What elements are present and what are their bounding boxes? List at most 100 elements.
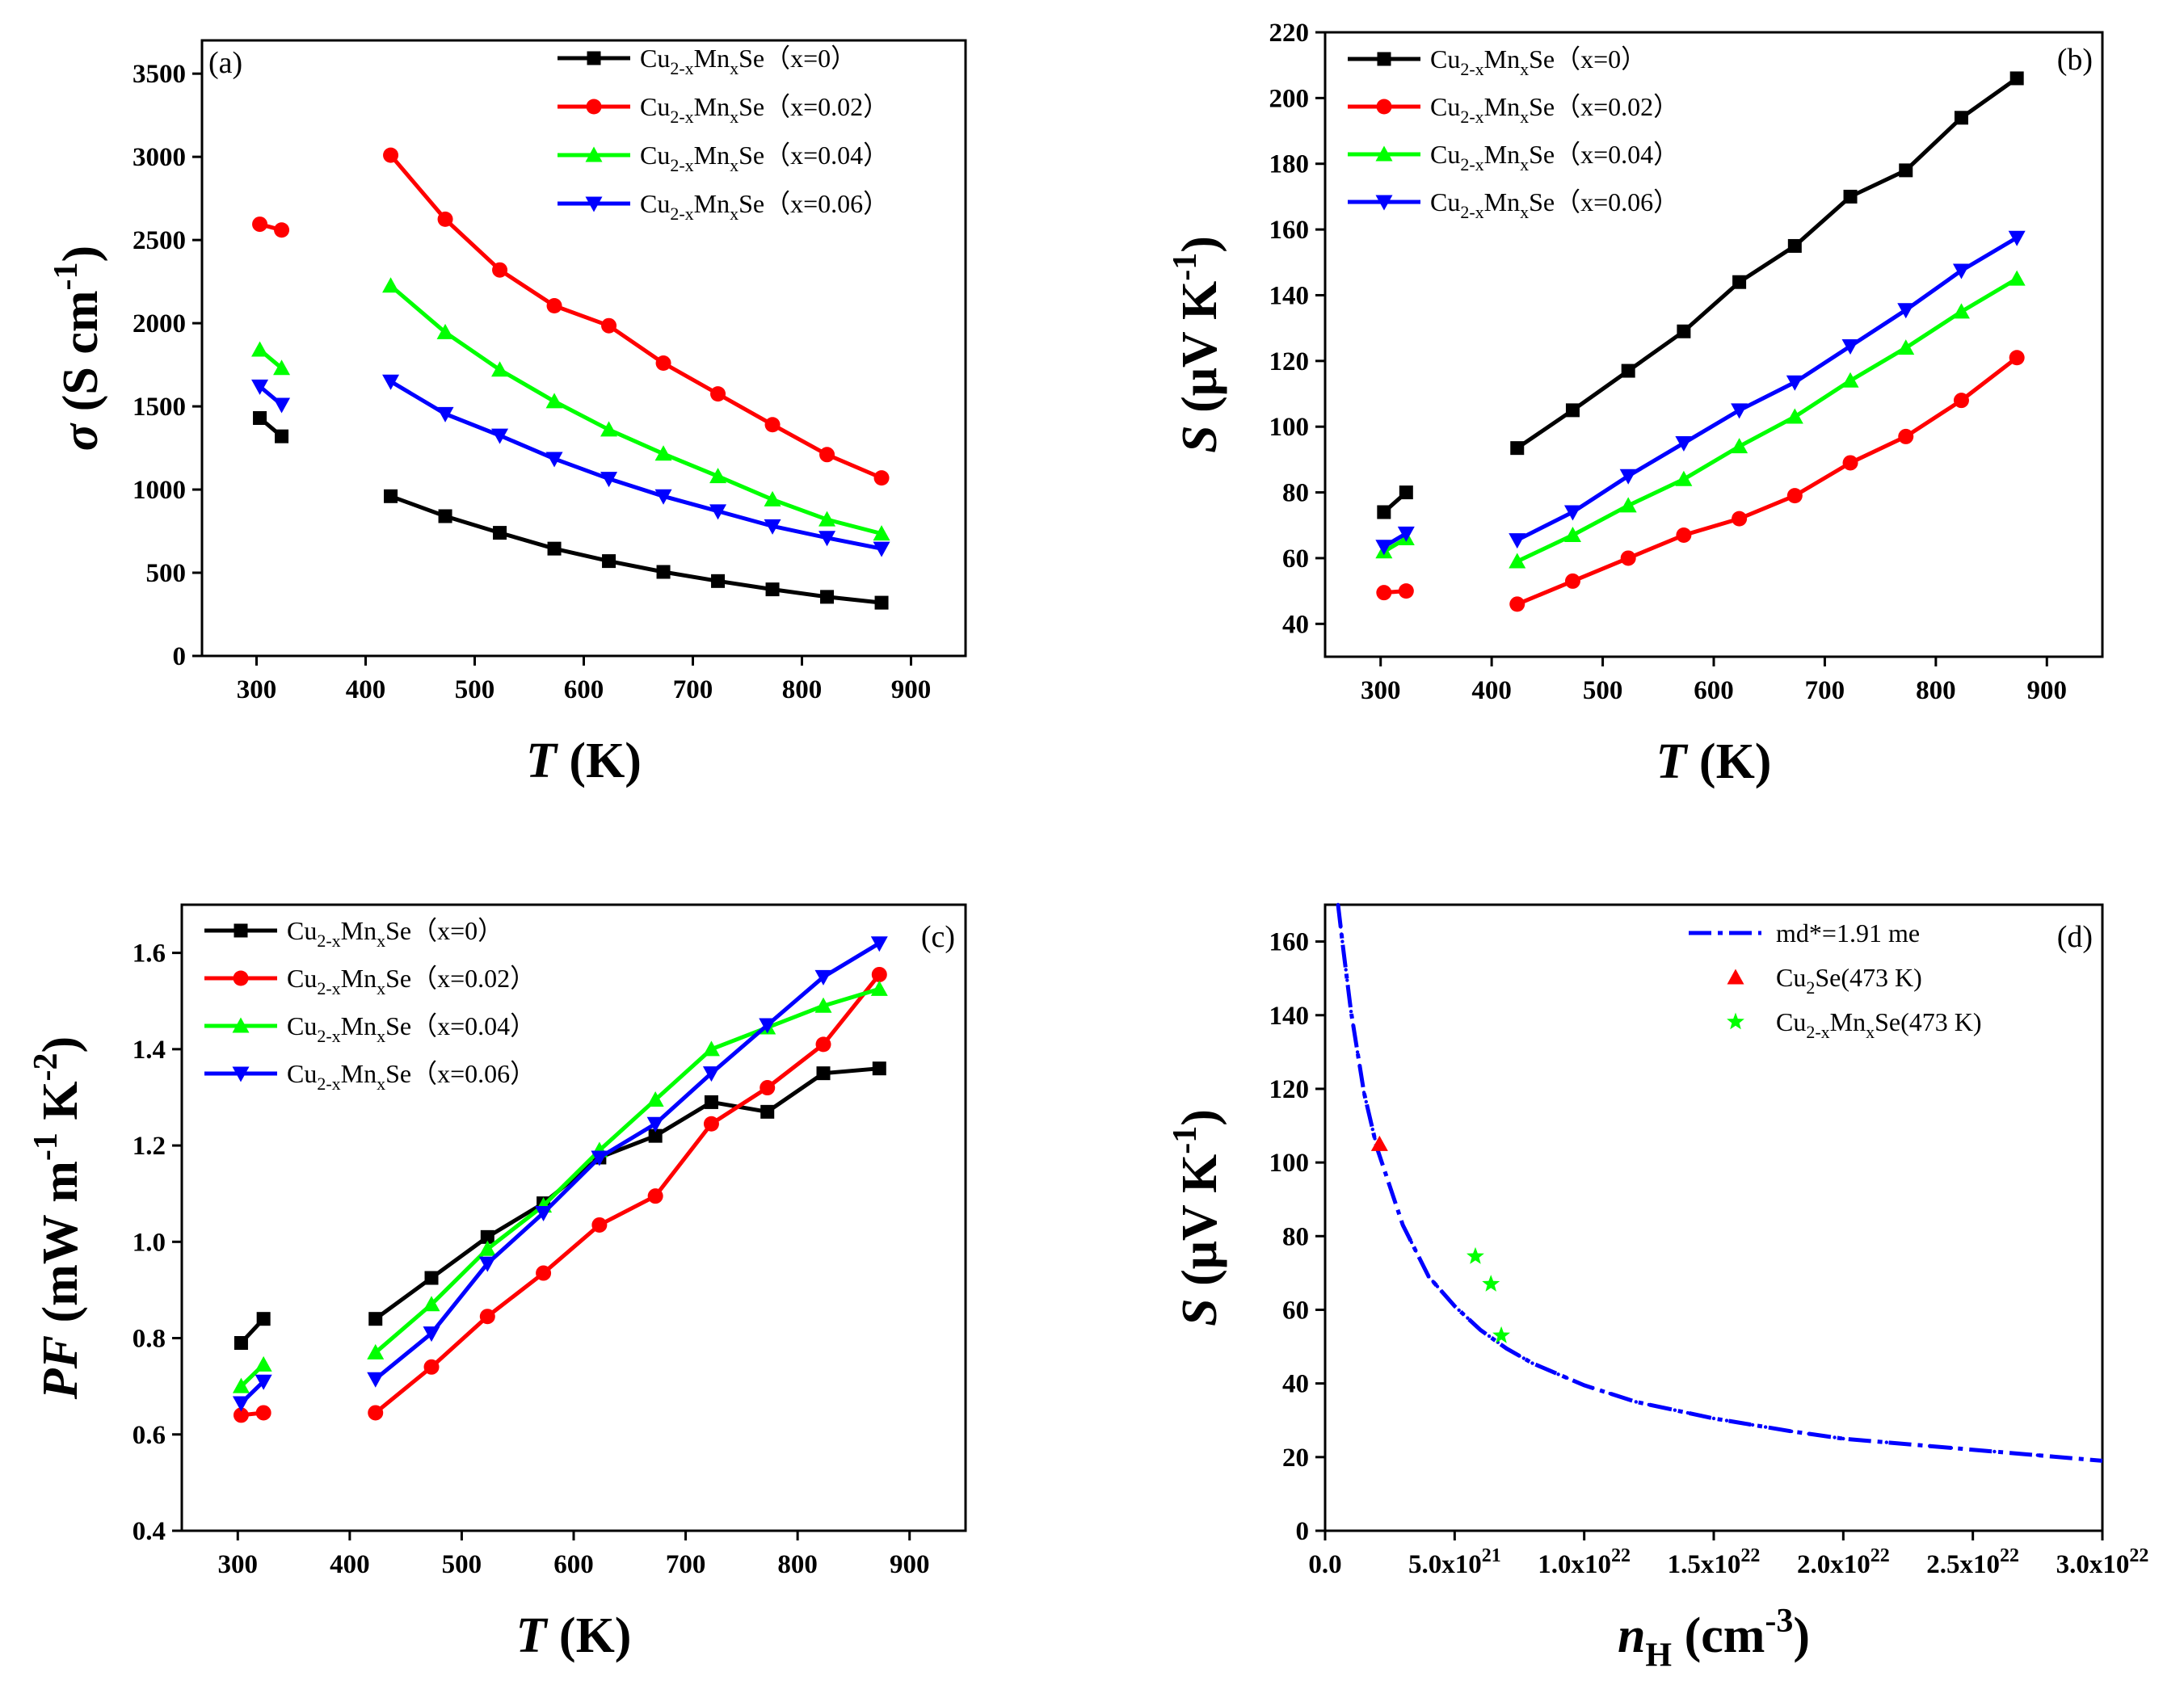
y-axis-title: S (μV K-1): [1167, 1109, 1227, 1326]
fit-curve-dot: [1357, 1063, 1362, 1068]
label-run: Mn: [694, 141, 730, 170]
tick-exponent: 22: [1611, 1545, 1631, 1566]
fit-curve-dot: [1340, 932, 1344, 936]
y-tick-label: 40: [1282, 1370, 1309, 1399]
fit-curve-dot: [1346, 989, 1351, 993]
data-point: [424, 1271, 439, 1285]
fit-curve-dot: [1418, 1258, 1422, 1262]
chart-panel-a: 300 400 500 600 700 800 900 0 500 1000 1500 2000 250…: [48, 39, 967, 788]
fit-curve-dot: [1422, 1266, 1427, 1271]
data-point: [436, 406, 454, 422]
data-point: [1898, 428, 1914, 444]
legend-label: Cu2-xMnxSe（x=0.04）: [640, 141, 889, 175]
label-run: Mn: [1484, 187, 1520, 216]
data-point: [1954, 111, 1968, 125]
data-point: [1563, 526, 1581, 542]
x-axis-title: T (K): [516, 1608, 632, 1663]
legend-marker: [585, 146, 603, 162]
series-4: [1375, 230, 2026, 556]
x-tick-label: 700: [1805, 676, 1845, 705]
label-run: x: [377, 978, 385, 998]
fit-curve-dot: [1440, 1289, 1444, 1293]
data-point: [255, 1374, 272, 1390]
fit-curve-dot: [1339, 925, 1343, 929]
x-tick-label: 2.0x1022: [1797, 1545, 1890, 1579]
fit-curve-dot: [1444, 1294, 1448, 1299]
series-2: [1467, 1246, 1510, 1343]
fit-curve-dot: [1824, 1434, 1828, 1439]
data-point: [1899, 163, 1913, 178]
fit-curve-dot: [1798, 1431, 1803, 1435]
fit-curve-dot: [1777, 1427, 1781, 1431]
data-point: [1675, 436, 1693, 452]
label-run: 2-x: [670, 58, 693, 78]
x-tick-label: 900: [890, 1550, 930, 1579]
legend-label: Cu2-xMnxSe（x=0）: [287, 916, 503, 951]
series-1: [234, 1061, 886, 1350]
legend-label: Cu2-xMnxSe(473 K): [1776, 1007, 1982, 1042]
label-run: 2-x: [317, 978, 340, 998]
fit-curve-dot: [1862, 1439, 1867, 1443]
data-point: [2009, 71, 2024, 86]
legend-label: Cu2-xMnxSe（x=0.02）: [640, 92, 889, 127]
data-point: [703, 1116, 719, 1132]
y-tick-label: 100: [1269, 1149, 1310, 1178]
label-run: Cu: [287, 1059, 317, 1088]
y-tick-label: 160: [1269, 928, 1310, 957]
label-run: 2-x: [670, 107, 693, 127]
label-run: -1: [1167, 1126, 1204, 1154]
label-run: Se（x=0.02）: [385, 964, 536, 993]
label-run: 2: [1806, 977, 1815, 998]
legend-marker: [1377, 52, 1391, 66]
label-run: -3: [1765, 1603, 1793, 1640]
legend-marker: [1376, 99, 1392, 115]
fit-curve-dot: [1364, 1099, 1369, 1104]
tick-mantissa: 1.0x10: [1538, 1550, 1611, 1579]
x-tick-label: 300: [237, 675, 277, 704]
data-point: [1897, 303, 1915, 319]
fit-curve-dot: [1513, 1351, 1517, 1355]
fit-curve-dot: [1479, 1328, 1483, 1332]
label-run: Se（x=0）: [385, 916, 503, 945]
series-line: [1516, 355, 2018, 607]
y-tick-label: 500: [146, 559, 187, 588]
label-run: (cm: [1672, 1608, 1765, 1663]
data-point: [815, 1036, 831, 1053]
data-point: [709, 468, 727, 484]
label-run: Mn: [694, 44, 730, 73]
label-run: Mn: [341, 964, 377, 993]
x-tick-label: 400: [330, 1550, 370, 1579]
label-run: 2-x: [317, 931, 340, 951]
x-tick-label: 2.5x1022: [1926, 1545, 2019, 1579]
data-point: [591, 1217, 608, 1233]
fit-curve-dot: [1474, 1324, 1479, 1328]
legend-label: Cu2-xMnxSe（x=0.02）: [1430, 92, 1679, 127]
data-point: [1677, 324, 1691, 338]
data-point: [492, 262, 508, 278]
data-point: [423, 1326, 440, 1343]
series-line: [374, 973, 882, 1414]
fit-curve-dot: [1993, 1449, 1997, 1454]
tick-mantissa: 2.5x10: [1926, 1550, 2000, 1579]
fit-curve-dot: [2057, 1455, 2061, 1460]
data-point: [1509, 533, 1526, 549]
fit-curve-dot: [1763, 1425, 1768, 1429]
label-run: -2: [27, 1053, 65, 1081]
x-tick-label: 800: [1916, 676, 1956, 705]
fit-curve-dot: [1487, 1334, 1492, 1338]
data-point: [1841, 372, 1859, 388]
fit-curve-dot: [1366, 1109, 1370, 1113]
y-tick-label: 0.8: [133, 1325, 166, 1354]
data-point: [384, 489, 398, 503]
fit-curve-dot: [1360, 1077, 1364, 1082]
legend-marker: [1375, 145, 1393, 162]
fit-curve-dot: [1405, 1232, 1409, 1236]
fit-curve-dot: [1340, 939, 1344, 943]
x-tick-label: 500: [1583, 676, 1623, 705]
data-point: [1564, 573, 1580, 589]
tick-exponent: 22: [1740, 1545, 1760, 1566]
label-run: x: [1520, 59, 1529, 79]
fit-curve-dot: [1379, 1158, 1383, 1163]
